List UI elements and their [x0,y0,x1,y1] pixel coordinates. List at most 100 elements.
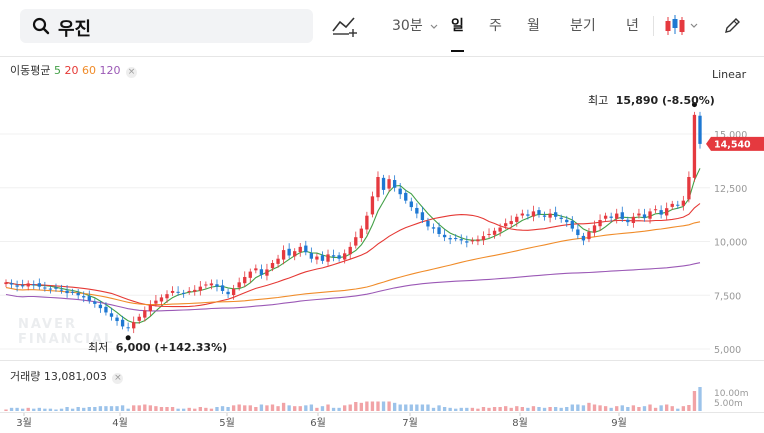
close-icon[interactable]: × [125,67,137,78]
tab-year[interactable]: 년 [626,18,639,34]
chart-top-border [0,56,764,57]
search-query[interactable]: 우진 [58,19,92,40]
close-icon[interactable]: × [112,373,124,384]
candle-body [254,268,258,271]
candle-body [587,231,591,240]
volume-bar [243,405,247,411]
watermark-line2: FINANCIAL [18,332,114,347]
candle-body [9,283,14,285]
candle-body [392,180,397,188]
candle-body [98,304,103,309]
tab-day[interactable]: 일 [451,10,464,52]
volume-bar [481,407,486,411]
price-tick-label: 15,000 [714,130,747,141]
volume-bar [348,404,352,411]
volume-bar [209,408,214,411]
candle-body [553,212,558,217]
volume-bar [276,406,280,411]
candle-body [231,288,236,296]
price-tick-label: 12,500 [714,184,747,195]
candle-body [565,219,569,223]
volume-bar [309,404,314,411]
candle-body [648,211,652,219]
trend-line-button[interactable] [332,10,358,42]
candle-body [665,208,669,216]
volume-bar [15,407,19,411]
volume-bars [4,387,702,411]
candle-body [359,228,363,239]
volume-bar [126,408,130,411]
scale-mode-toggle[interactable]: Linear [712,68,747,81]
candle-body [170,290,175,293]
candle-body [120,319,125,327]
candle-body [381,177,386,190]
search-box[interactable]: 우진 [20,9,313,43]
volume-bar [398,404,402,411]
candle-body [215,284,219,287]
volume-bar [26,407,30,411]
volume-bar [392,402,397,411]
draw-button[interactable] [722,10,742,42]
month-label: 6월 [310,417,326,429]
candle-body [198,286,202,291]
candle-body [415,207,419,214]
tab-week[interactable]: 주 [489,18,502,34]
volume-bar [565,407,569,411]
candle-body [420,212,425,220]
candle-body [243,276,247,284]
volume-bar [409,404,413,411]
candle-body [315,256,319,260]
volume-bar [642,406,647,411]
volume-bar [115,406,119,411]
ma-5-line [5,168,701,324]
high-marker [691,102,697,108]
candle-body [309,253,314,259]
candle-body [259,269,264,275]
interval-label: 30분 [392,18,423,34]
volume-bar [159,407,164,411]
tab-month[interactable]: 월 [527,18,540,34]
volume-bar [181,408,186,411]
tab-quarter[interactable]: 분기 [570,18,596,34]
month-label: 5월 [219,417,235,429]
candle-body [320,255,325,261]
candlestick-icon [665,15,698,35]
candle-body [470,240,475,242]
volume-bar [43,408,47,411]
candle-body [348,246,352,255]
candle-body [276,258,280,264]
volume-bar [254,407,258,411]
volume-legend[interactable]: 거래량 13,081,003 × [10,368,124,384]
low-label: 최저 [88,341,108,354]
candle-body [509,221,513,225]
volume-bar [281,402,286,411]
volume-bar [459,407,463,411]
volume-bar [370,401,375,411]
volume-bar [87,407,91,411]
volume-bar [215,407,219,411]
volume-bar [359,402,363,411]
time-axis-border [0,412,764,413]
interval-dropdown[interactable]: 30분 [392,10,438,42]
volume-tick-label: 10.00m [714,389,749,399]
candle-body [376,177,380,198]
volume-separator [0,360,764,361]
volume-bar [609,407,613,411]
candle-body [48,288,53,290]
volume-bar [265,405,269,411]
candle-body [626,219,630,223]
ma-120-line [5,262,701,312]
volume-bar [320,406,325,411]
chart-type-dropdown[interactable] [664,10,700,42]
price-tick-label: 5,000 [714,345,741,356]
volume-bar [198,407,202,411]
candle-body [87,296,91,301]
ma-legend[interactable]: 이동평균 5 20 60 120 × [10,62,137,78]
candle-body [54,287,58,289]
volume-bar [542,407,547,411]
volume-bar [48,408,53,411]
toolbar-divider [653,16,654,36]
volume-bar [681,406,686,411]
